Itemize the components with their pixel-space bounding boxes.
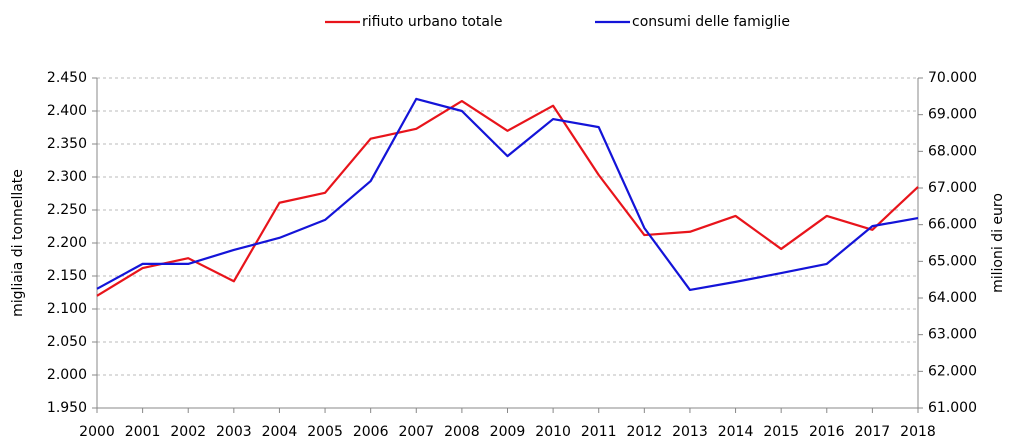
y2-tick-label: 70.000 — [928, 70, 977, 86]
y-axis-label: migliaia di tonnellate — [10, 169, 26, 317]
x-tick-label: 2006 — [353, 424, 389, 438]
y2-tick-label: 64.000 — [928, 290, 977, 306]
x-tick-label: 2000 — [79, 424, 115, 438]
y2-tick-label: 61.000 — [928, 400, 977, 416]
x-tick-label: 2005 — [307, 424, 343, 438]
x-tick-label: 2004 — [262, 424, 298, 438]
y-tick-label: 2.300 — [47, 169, 87, 185]
x-tick-label: 2017 — [855, 424, 891, 438]
x-tick-label: 2014 — [718, 424, 754, 438]
y2-tick-label: 66.000 — [928, 217, 977, 233]
y2-tick-label: 67.000 — [928, 180, 977, 196]
x-tick-label: 2012 — [627, 424, 663, 438]
y2-tick-label: 62.000 — [928, 363, 977, 379]
y2-tick-label: 63.000 — [928, 327, 977, 343]
x-tick-label: 2008 — [444, 424, 480, 438]
y-tick-label: 2.000 — [47, 367, 87, 383]
x-tick-label: 2007 — [398, 424, 434, 438]
series-line — [96, 100, 919, 297]
x-tick-label: 2002 — [170, 424, 206, 438]
x-tick-label: 2003 — [216, 424, 252, 438]
x-tick-label: 2015 — [763, 424, 799, 438]
y-tick-label: 2.250 — [47, 202, 87, 218]
legend-label: consumi delle famiglie — [632, 14, 790, 30]
x-tick-label: 2011 — [581, 424, 617, 438]
x-tick-label: 2009 — [490, 424, 526, 438]
y-tick-label: 2.200 — [47, 235, 87, 251]
x-tick-label: 2001 — [125, 424, 161, 438]
x-tick-label: 2010 — [535, 424, 571, 438]
y-tick-label: 2.050 — [47, 334, 87, 350]
legend-label: rifiuto urbano totale — [362, 14, 502, 30]
y-tick-label: 2.400 — [47, 103, 87, 119]
x-tick-label: 2016 — [809, 424, 845, 438]
x-tick-label: 2013 — [672, 424, 708, 438]
y2-axis-label: milioni di euro — [990, 193, 1006, 293]
y-tick-label: 1.950 — [47, 400, 87, 416]
y-tick-label: 2.450 — [47, 70, 87, 86]
y2-tick-label: 69.000 — [928, 107, 977, 123]
y2-tick-label: 65.000 — [928, 253, 977, 269]
y2-tick-label: 68.000 — [928, 143, 977, 159]
y-tick-label: 2.150 — [47, 268, 87, 284]
y-tick-label: 2.100 — [47, 301, 87, 317]
y-tick-label: 2.350 — [47, 136, 87, 152]
series-line — [96, 97, 919, 292]
x-tick-label: 2018 — [900, 424, 936, 438]
